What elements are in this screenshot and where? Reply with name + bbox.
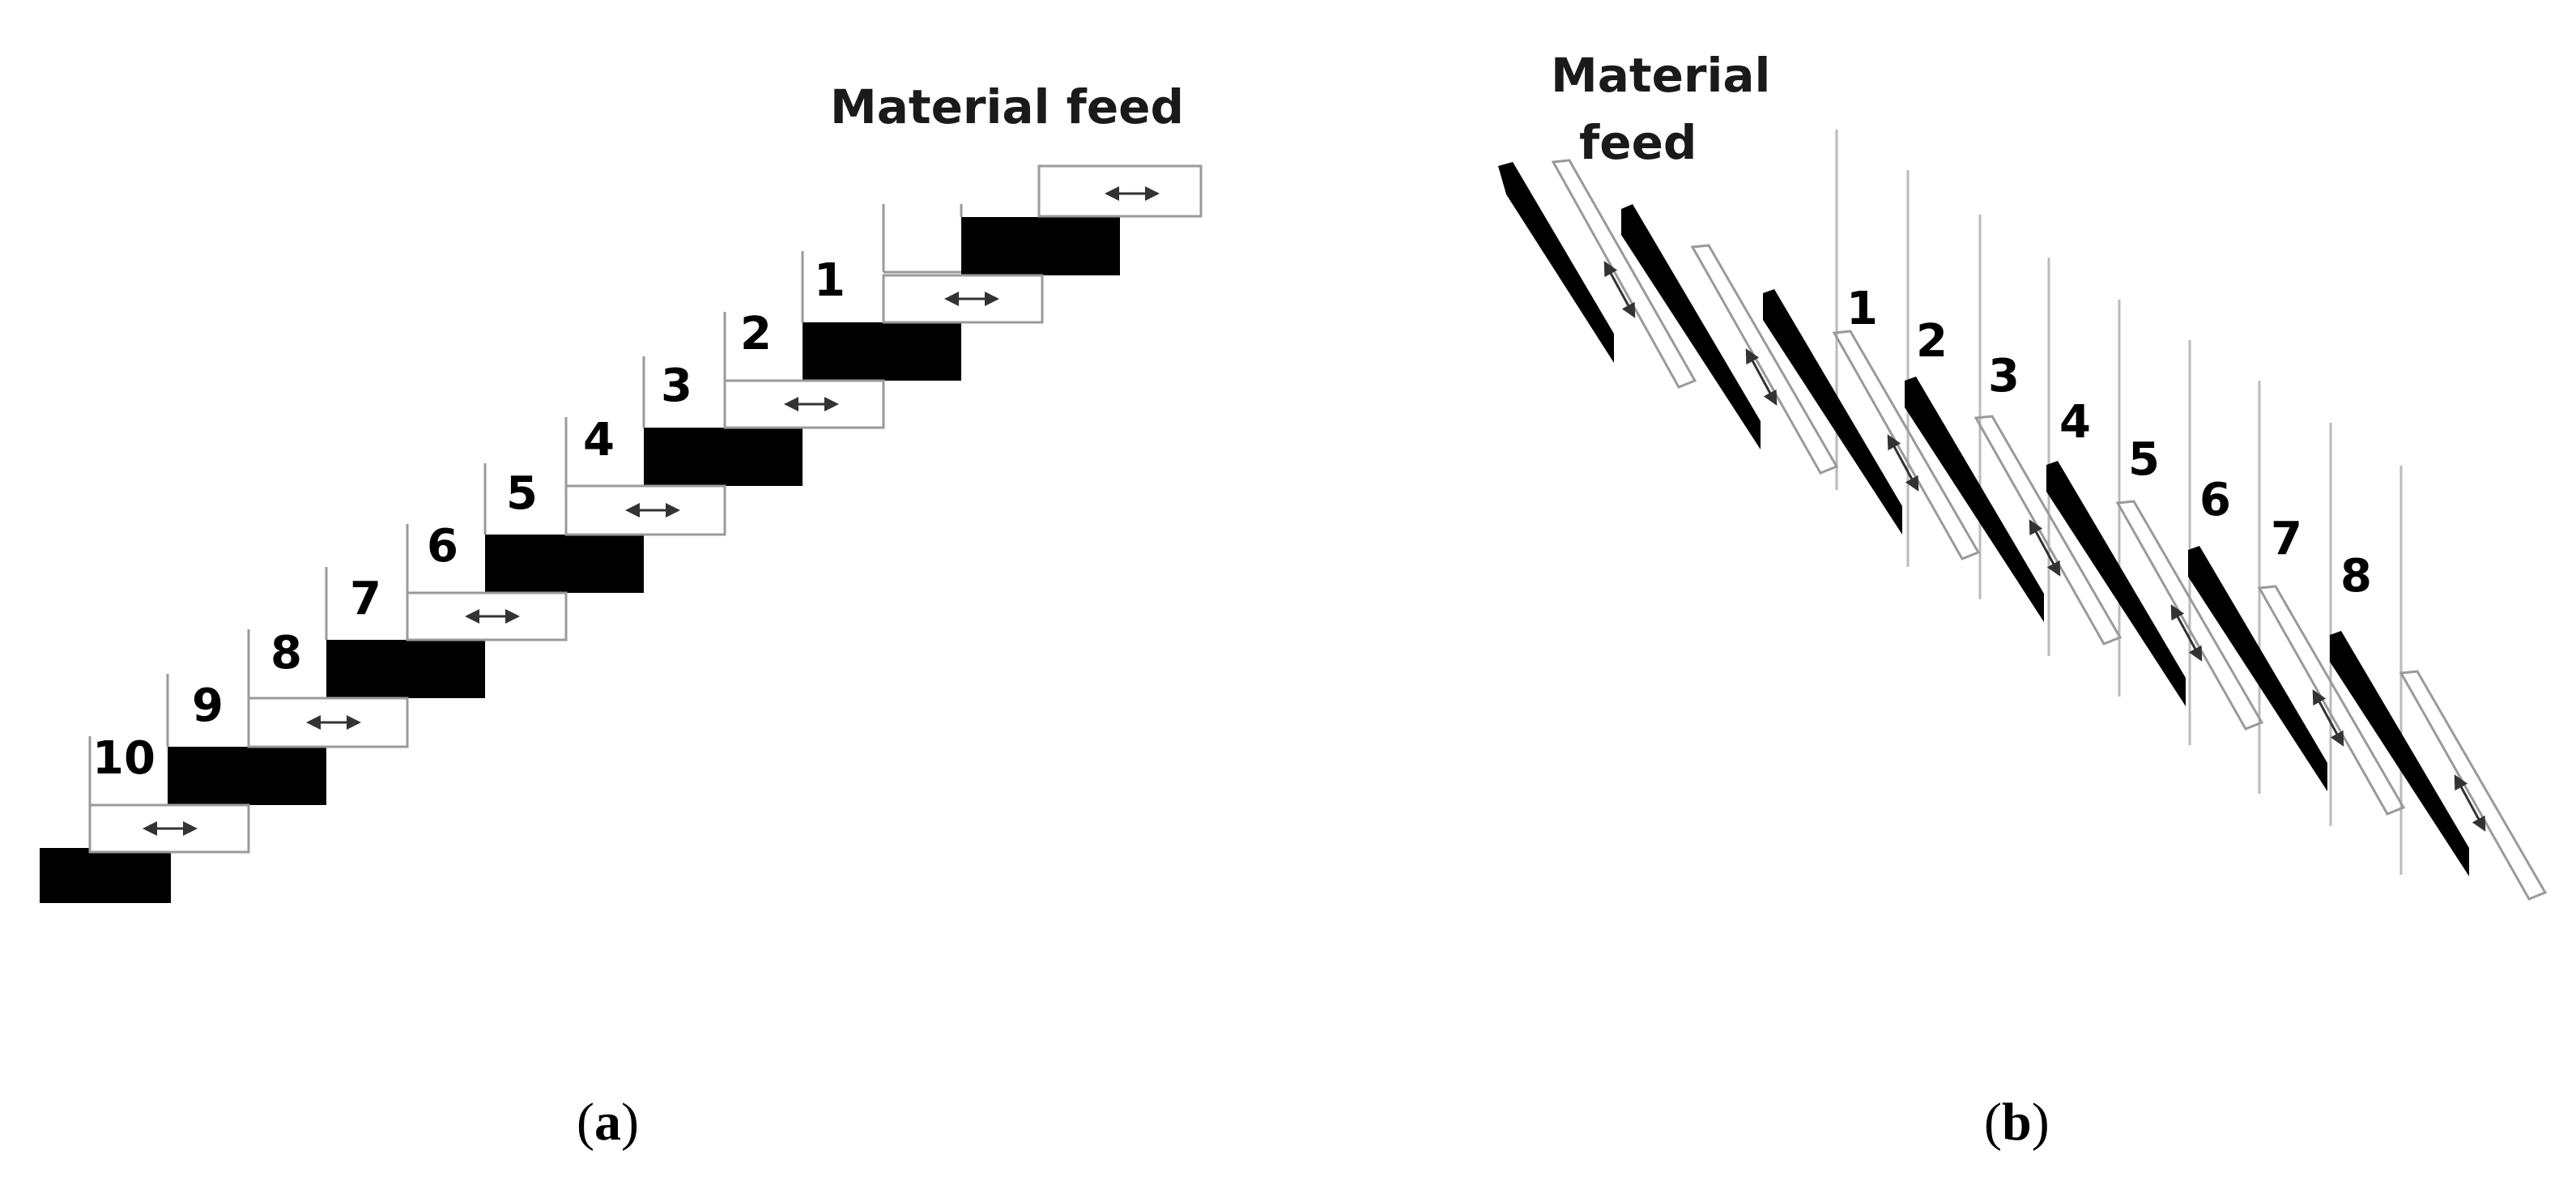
caption-a-letter: a xyxy=(594,1093,621,1152)
step-plate xyxy=(2399,670,2548,901)
stage-label-1: 1 xyxy=(814,254,845,307)
grating-plate xyxy=(2188,546,2327,791)
grating-plate xyxy=(644,428,803,486)
caption-b-letter: b xyxy=(2002,1093,2032,1152)
panel-b-inclined: 1 2 3 4 5 6 7 8 Material feed xyxy=(1498,48,2548,901)
step-plate xyxy=(1551,159,1697,389)
step-plate xyxy=(564,417,726,536)
grating-plate xyxy=(803,322,961,381)
grating-plate xyxy=(961,217,1120,275)
material-feed-label-a: Material feed xyxy=(830,79,1184,134)
step-plate xyxy=(406,524,568,641)
step-plate xyxy=(2257,585,2406,816)
stage-label-7: 7 xyxy=(2271,513,2302,565)
stage-label-10: 10 xyxy=(92,732,155,785)
stage-label-1: 1 xyxy=(1846,283,1878,335)
step-plate xyxy=(882,204,1044,324)
stage-label-8: 8 xyxy=(2340,550,2372,603)
material-feed-label-b-line1: Material xyxy=(1551,48,1770,103)
step-plate xyxy=(723,312,885,429)
grating-plate xyxy=(1621,204,1761,450)
stage-label-3: 3 xyxy=(1988,350,2020,403)
step-plate xyxy=(1974,415,2123,645)
stage-label-3: 3 xyxy=(661,360,692,412)
stage-label-4: 4 xyxy=(583,414,615,467)
stage-label-5: 5 xyxy=(506,467,538,520)
grating-plate xyxy=(1498,162,1614,363)
stage-label-6: 6 xyxy=(2199,474,2231,526)
panel-a-staircase: 1 2 3 4 5 6 7 8 9 10 Material feed xyxy=(40,79,1203,903)
grating-plate xyxy=(168,747,326,805)
stage-label-5: 5 xyxy=(2128,433,2160,486)
stage-label-7: 7 xyxy=(350,573,381,625)
stage-label-2: 2 xyxy=(1916,315,1948,368)
stage-label-8: 8 xyxy=(270,627,302,680)
grating-plate xyxy=(326,640,485,698)
grating-plate xyxy=(2046,461,2186,706)
step-plate xyxy=(2115,500,2264,731)
step-plate xyxy=(1690,244,1839,475)
stage-label-4: 4 xyxy=(2059,396,2091,449)
caption-a: (a) xyxy=(577,1093,639,1152)
grating-plate xyxy=(1763,289,1902,535)
step-plate xyxy=(247,629,409,748)
material-feed-label-b-line2: feed xyxy=(1579,115,1697,170)
caption-b: (b) xyxy=(1984,1093,2050,1152)
step-plate xyxy=(1832,330,1981,560)
grating-plate xyxy=(40,848,171,903)
grating-plate xyxy=(1905,377,2044,622)
stage-label-9: 9 xyxy=(192,680,224,732)
stage-label-6: 6 xyxy=(427,520,458,573)
step-plate xyxy=(1037,164,1203,218)
stage-label-2: 2 xyxy=(740,308,772,360)
step-plate xyxy=(88,736,250,854)
grating-plate xyxy=(2330,631,2469,876)
grating-plate xyxy=(485,535,644,593)
